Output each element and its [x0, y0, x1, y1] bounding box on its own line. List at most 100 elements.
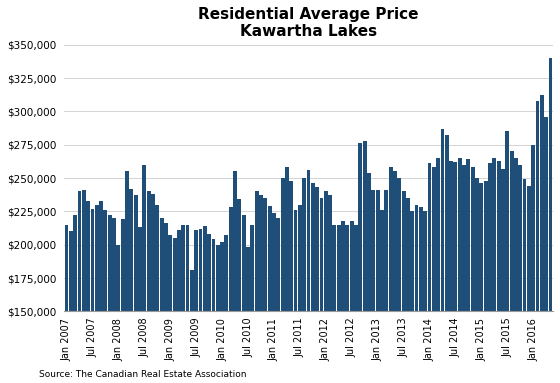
Bar: [333, 225, 337, 383]
Bar: [285, 167, 289, 383]
Bar: [531, 145, 535, 383]
Bar: [389, 167, 393, 383]
Bar: [78, 192, 81, 383]
Bar: [112, 218, 116, 383]
Bar: [427, 164, 431, 383]
Bar: [73, 215, 77, 383]
Bar: [134, 195, 138, 383]
Text: Source: The Canadian Real Estate Association: Source: The Canadian Real Estate Associa…: [39, 370, 247, 379]
Bar: [454, 162, 458, 383]
Bar: [276, 218, 280, 383]
Bar: [320, 198, 324, 383]
Bar: [466, 159, 470, 383]
Bar: [432, 167, 436, 383]
Bar: [346, 225, 349, 383]
Bar: [194, 230, 198, 383]
Bar: [328, 195, 332, 383]
Bar: [540, 95, 544, 383]
Bar: [337, 225, 340, 383]
Bar: [436, 158, 440, 383]
Bar: [410, 211, 414, 383]
Bar: [527, 186, 531, 383]
Bar: [268, 206, 272, 383]
Bar: [350, 221, 354, 383]
Bar: [548, 58, 552, 383]
Bar: [199, 229, 202, 383]
Bar: [169, 236, 172, 383]
Bar: [367, 173, 371, 383]
Bar: [376, 190, 380, 383]
Bar: [492, 158, 496, 383]
Bar: [384, 190, 388, 383]
Bar: [522, 179, 526, 383]
Bar: [272, 213, 276, 383]
Bar: [229, 208, 232, 383]
Bar: [306, 170, 310, 383]
Bar: [518, 165, 522, 383]
Bar: [371, 190, 375, 383]
Bar: [458, 158, 461, 383]
Bar: [380, 210, 384, 383]
Bar: [151, 194, 155, 383]
Bar: [341, 221, 345, 383]
Bar: [164, 223, 168, 383]
Bar: [358, 143, 362, 383]
Bar: [311, 183, 315, 383]
Bar: [237, 200, 241, 383]
Bar: [108, 215, 111, 383]
Bar: [497, 161, 501, 383]
Bar: [138, 228, 142, 383]
Bar: [207, 234, 211, 383]
Bar: [354, 225, 358, 383]
Bar: [315, 187, 319, 383]
Bar: [514, 158, 518, 383]
Bar: [95, 205, 99, 383]
Bar: [479, 183, 483, 383]
Bar: [121, 219, 125, 383]
Bar: [255, 192, 259, 383]
Bar: [441, 129, 445, 383]
Bar: [290, 181, 293, 383]
Bar: [116, 245, 120, 383]
Title: Residential Average Price
Kawartha Lakes: Residential Average Price Kawartha Lakes: [198, 7, 419, 39]
Bar: [181, 225, 185, 383]
Bar: [488, 164, 492, 383]
Bar: [125, 172, 129, 383]
Bar: [445, 136, 449, 383]
Bar: [220, 242, 224, 383]
Bar: [190, 270, 194, 383]
Bar: [475, 178, 479, 383]
Bar: [69, 231, 73, 383]
Bar: [99, 201, 103, 383]
Bar: [233, 172, 237, 383]
Bar: [91, 209, 95, 383]
Bar: [203, 226, 207, 383]
Bar: [449, 161, 453, 383]
Bar: [393, 172, 397, 383]
Bar: [129, 189, 133, 383]
Bar: [259, 195, 263, 383]
Bar: [86, 201, 90, 383]
Bar: [462, 165, 466, 383]
Bar: [471, 167, 475, 383]
Bar: [242, 215, 246, 383]
Bar: [324, 192, 328, 383]
Bar: [147, 192, 151, 383]
Bar: [298, 205, 302, 383]
Bar: [406, 198, 410, 383]
Bar: [142, 165, 146, 383]
Bar: [155, 205, 159, 383]
Bar: [510, 151, 514, 383]
Bar: [281, 178, 284, 383]
Bar: [414, 205, 418, 383]
Bar: [423, 211, 427, 383]
Bar: [185, 225, 189, 383]
Bar: [104, 210, 108, 383]
Bar: [64, 225, 68, 383]
Bar: [225, 236, 228, 383]
Bar: [216, 245, 220, 383]
Bar: [501, 169, 505, 383]
Bar: [535, 101, 539, 383]
Bar: [246, 247, 250, 383]
Bar: [302, 178, 306, 383]
